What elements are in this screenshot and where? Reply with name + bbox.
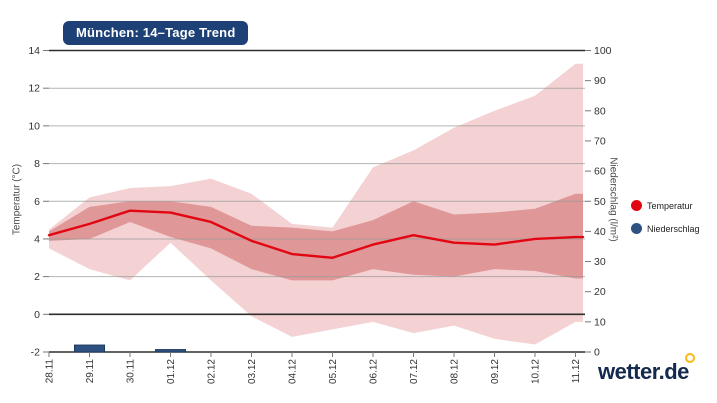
y-left-tick-label: 6 (34, 196, 40, 208)
wetter-de-logo[interactable]: wetter.de (598, 359, 689, 384)
legend: Temperatur Niederschlag (631, 198, 700, 244)
x-tick-label: 30.11 (126, 359, 137, 384)
x-tick-label: 07.12 (409, 359, 420, 384)
x-tick-label: 11.12 (571, 359, 582, 384)
y-left-tick-label: -2 (31, 347, 40, 359)
x-tick-label: 02.12 (207, 359, 218, 384)
legend-item-label: Niederschlag (647, 223, 700, 234)
logo-ring-icon (685, 353, 695, 363)
y-left-tick-label: 4 (34, 233, 40, 245)
y-right-tick-label: 50 (594, 196, 606, 208)
x-tick-label: 04.12 (288, 359, 299, 384)
y-right-tick-label: 20 (594, 286, 606, 298)
y-right-tick-label: 100 (594, 45, 612, 57)
y-left-tick-label: 10 (28, 120, 40, 132)
legend-item-precipitation[interactable]: Niederschlag (631, 221, 700, 236)
y-right-tick-label: 80 (594, 105, 606, 117)
x-tick-label: 10.12 (531, 359, 542, 384)
y-right-tick-label: 10 (594, 316, 606, 328)
temperature-legend-dot-icon (631, 200, 642, 211)
precipitation-bar[interactable] (74, 344, 105, 353)
y-right-tick-label: 0 (594, 347, 600, 359)
y-left-tick-label: 8 (34, 158, 40, 170)
x-tick-label: 03.12 (247, 359, 258, 384)
chart-title-pill: München: 14–Tage Trend (63, 21, 249, 45)
x-tick-label: 05.12 (328, 359, 339, 384)
x-tick-label: 08.12 (450, 359, 461, 384)
x-tick-label: 29.11 (85, 359, 96, 384)
y-left-tick-label: 12 (28, 83, 40, 95)
y-right-tick-label: 60 (594, 166, 606, 178)
y-left-tick-label: 2 (34, 271, 40, 283)
x-tick-label: 09.12 (490, 359, 501, 384)
x-tick-label: 06.12 (369, 359, 380, 384)
legend-item-label: Temperatur (647, 200, 693, 211)
y-right-tick-label: 70 (594, 135, 606, 147)
y-left-axis-title: Temperatur (°C) (11, 163, 23, 236)
y-right-tick-label: 90 (594, 75, 606, 87)
precipitation-legend-dot-icon (631, 223, 642, 234)
x-tick-label: 01.12 (166, 359, 177, 384)
temperature-line[interactable] (47, 209, 585, 259)
legend-item-temperature[interactable]: Temperatur (631, 198, 700, 213)
y-left-tick-label: 0 (34, 309, 40, 321)
y-left-tick-label: 14 (28, 45, 40, 57)
x-tick-label: 28.11 (45, 359, 56, 384)
y-right-tick-label: 30 (594, 256, 606, 268)
y-right-tick-label: 40 (594, 226, 606, 238)
precipitation-bar[interactable] (155, 349, 186, 353)
y-right-axis-title: Niederschlag (l/m²) (607, 157, 619, 242)
